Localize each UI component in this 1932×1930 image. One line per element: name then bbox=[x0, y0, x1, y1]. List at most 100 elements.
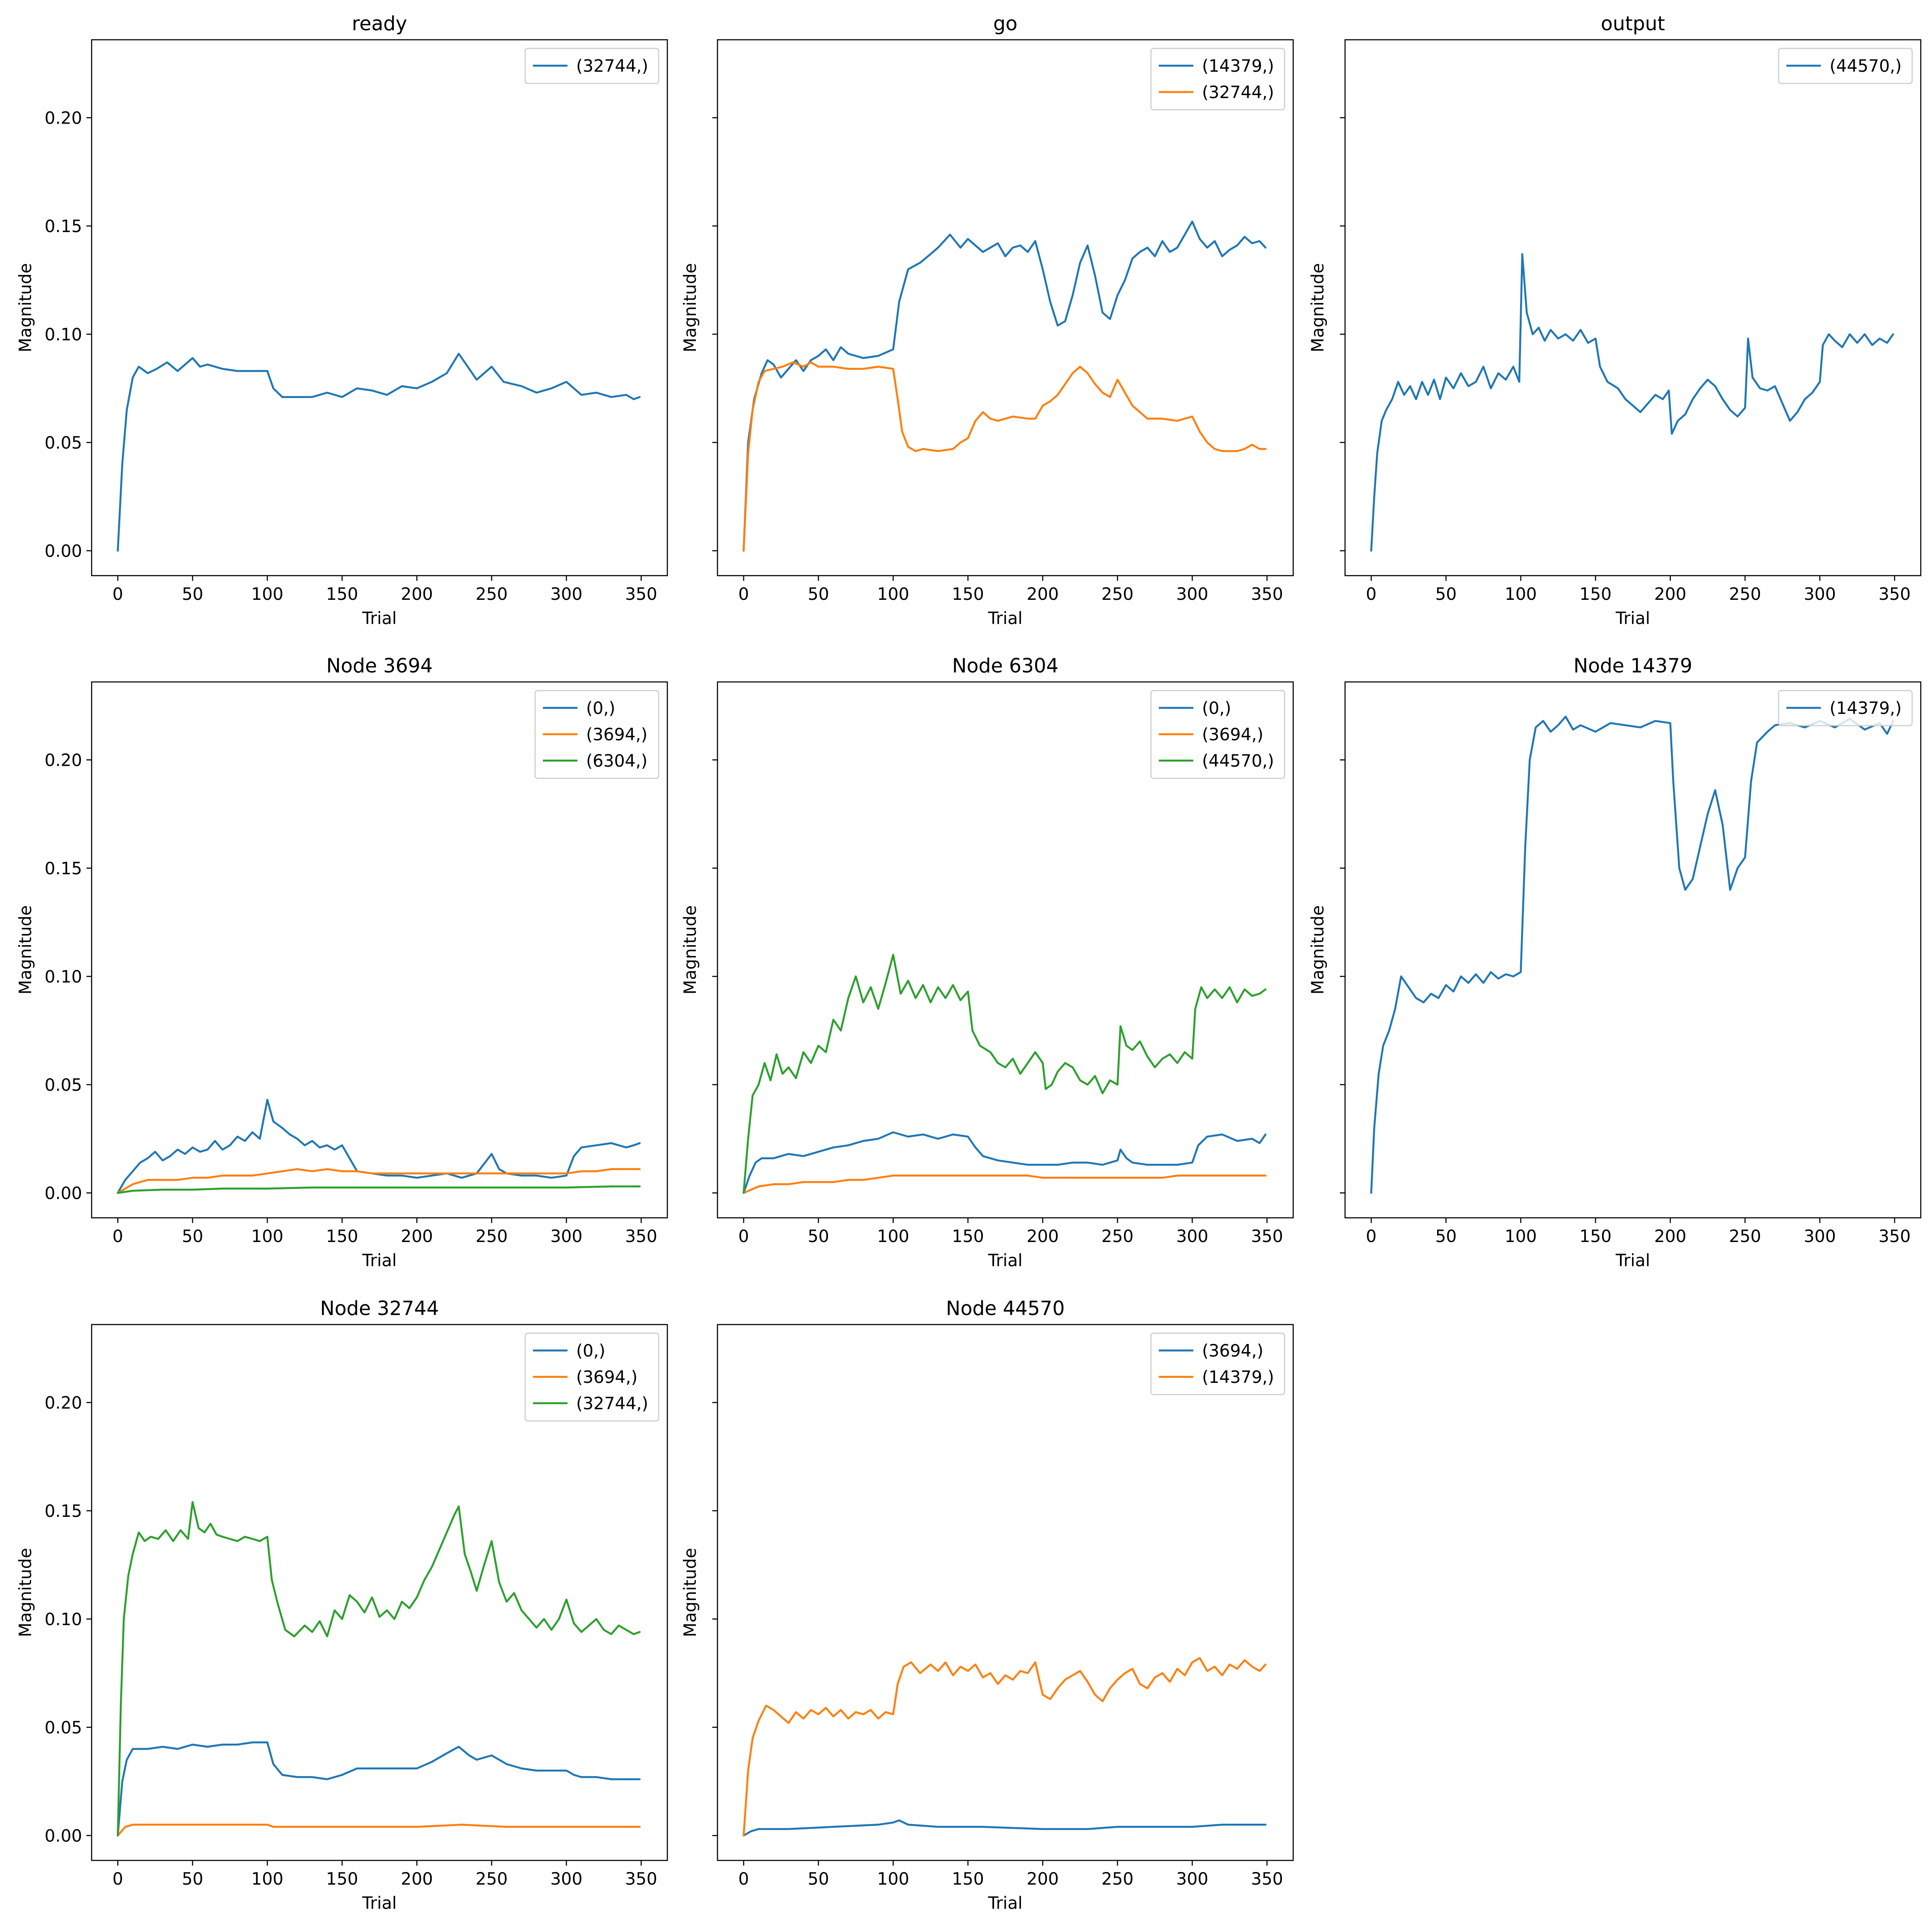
legend-frame bbox=[1150, 1332, 1285, 1395]
x-tick-label: 0 bbox=[1366, 1227, 1377, 1246]
x-axis-label: Trial bbox=[988, 1894, 1023, 1913]
x-tick-label: 50 bbox=[182, 585, 204, 604]
x-tick-label: 250 bbox=[1729, 1227, 1761, 1246]
axes-frame bbox=[91, 681, 668, 1219]
series-line-1 bbox=[117, 1824, 641, 1837]
subplot-title: Node 32744 bbox=[320, 1297, 439, 1320]
y-axis-label: Magnitude bbox=[16, 1548, 35, 1637]
series-line-1 bbox=[743, 1657, 1267, 1837]
x-tick-label: 0 bbox=[112, 585, 123, 604]
x-axis-label: Trial bbox=[1615, 1251, 1650, 1271]
x-tick-label: 250 bbox=[1101, 1869, 1133, 1889]
y-axis-label: Magnitude bbox=[1308, 905, 1328, 995]
x-tick-label: 350 bbox=[625, 1227, 657, 1246]
x-axis-label: Trial bbox=[362, 1251, 397, 1271]
x-tick-label: 150 bbox=[326, 585, 358, 604]
series-line-0 bbox=[117, 1741, 641, 1837]
x-tick-label: 150 bbox=[952, 1227, 984, 1246]
x-tick-label: 200 bbox=[401, 1227, 433, 1246]
x-tick-label: 100 bbox=[1505, 585, 1537, 604]
subplot-5: 0 50 100 150 200 250 300 350 Node 14379 Trial Magn… bbox=[1308, 654, 1922, 1271]
x-tick-label: 350 bbox=[1251, 1869, 1283, 1889]
subplot-1: 0 50 100 150 200 250 300 350 go Trial Magnitude (14… bbox=[681, 12, 1294, 628]
series-line-0 bbox=[743, 1819, 1267, 1837]
x-tick-label: 350 bbox=[1878, 585, 1910, 604]
subplot-title: ready bbox=[352, 12, 407, 35]
x-tick-label: 300 bbox=[1176, 585, 1208, 604]
legend-label: (44570,) bbox=[1830, 57, 1902, 76]
x-tick-label: 150 bbox=[326, 1869, 358, 1889]
legend: (14379,) (32744,) bbox=[1150, 48, 1285, 111]
subplot-2: 0 50 100 150 200 250 300 350 output Trial Magnitud… bbox=[1308, 12, 1922, 628]
y-tick-label: 0.00 bbox=[45, 541, 82, 561]
x-tick-label: 250 bbox=[1101, 585, 1133, 604]
x-tick-label: 200 bbox=[401, 585, 433, 604]
x-tick-label: 350 bbox=[1251, 585, 1283, 604]
legend-frame bbox=[1150, 690, 1285, 779]
legend: (0,) (3694,) (6304,) bbox=[534, 690, 660, 779]
x-tick-label: 50 bbox=[808, 1227, 829, 1246]
subplot-3: 0 50 100 150 200 250 300 350 0.00 0.05 0.10 0.15 0.2… bbox=[16, 654, 668, 1271]
y-tick-label: 0.15 bbox=[45, 859, 82, 879]
legend-label: (32744,) bbox=[576, 1394, 648, 1414]
x-tick-label: 300 bbox=[550, 585, 582, 604]
series-line-0 bbox=[117, 1099, 641, 1194]
legend-label: (32744,) bbox=[576, 57, 648, 76]
y-axis-label: Magnitude bbox=[1308, 263, 1328, 353]
x-tick-label: 250 bbox=[475, 1227, 507, 1246]
legend-frame bbox=[1150, 48, 1285, 111]
legend: (44570,) bbox=[1778, 48, 1913, 84]
x-tick-label: 300 bbox=[1176, 1227, 1208, 1246]
legend-label: (3694,) bbox=[586, 725, 647, 745]
subplot-6: 0 50 100 150 200 250 300 350 0.00 0.05 0.10 0.15 0.2… bbox=[16, 1297, 668, 1913]
subplot-7: 0 50 100 150 200 250 300 350 Node 44570 Trial Magn… bbox=[681, 1297, 1294, 1913]
series-line-2 bbox=[117, 1501, 641, 1837]
y-tick-label: 0.00 bbox=[45, 1826, 82, 1846]
y-axis-label: Magnitude bbox=[16, 905, 35, 995]
x-tick-label: 100 bbox=[877, 1869, 909, 1889]
x-tick-label: 300 bbox=[1804, 1227, 1836, 1246]
x-tick-label: 200 bbox=[1027, 1869, 1058, 1889]
legend-frame bbox=[524, 1332, 660, 1422]
y-axis-label: Magnitude bbox=[681, 1548, 700, 1637]
y-tick-label: 0.20 bbox=[45, 108, 82, 128]
y-axis-label: Magnitude bbox=[16, 263, 35, 353]
y-axis-label: Magnitude bbox=[681, 905, 700, 995]
x-axis-label: Trial bbox=[988, 1251, 1023, 1271]
x-tick-label: 100 bbox=[251, 1869, 283, 1889]
x-tick-label: 350 bbox=[1251, 1227, 1283, 1246]
x-tick-label: 50 bbox=[1435, 1227, 1457, 1246]
y-tick-label: 0.05 bbox=[45, 1076, 82, 1095]
x-tick-label: 200 bbox=[1027, 1227, 1058, 1246]
x-tick-label: 0 bbox=[738, 1869, 749, 1889]
subplot-4: 0 50 100 150 200 250 300 350 Node 6304 Trial Magni… bbox=[681, 654, 1294, 1271]
x-tick-label: 150 bbox=[952, 585, 984, 604]
x-tick-label: 150 bbox=[1579, 1227, 1611, 1246]
x-tick-label: 350 bbox=[1878, 1227, 1910, 1246]
x-tick-label: 100 bbox=[877, 585, 909, 604]
legend-label: (0,) bbox=[576, 1341, 606, 1361]
x-tick-label: 250 bbox=[475, 1869, 507, 1889]
x-tick-label: 0 bbox=[738, 1227, 749, 1246]
x-axis-label: Trial bbox=[362, 609, 397, 628]
x-axis-label: Trial bbox=[1615, 609, 1650, 628]
x-tick-label: 50 bbox=[808, 585, 829, 604]
x-tick-label: 250 bbox=[475, 585, 507, 604]
x-axis-label: Trial bbox=[988, 609, 1023, 628]
y-tick-label: 0.10 bbox=[45, 967, 82, 987]
axes-frame bbox=[1344, 39, 1922, 576]
legend-label: (0,) bbox=[1202, 699, 1231, 718]
x-tick-label: 0 bbox=[738, 585, 749, 604]
legend-label: (14379,) bbox=[1202, 1368, 1274, 1387]
y-tick-label: 0.10 bbox=[45, 325, 82, 344]
legend: (32744,) bbox=[524, 48, 660, 84]
legend-label: (14379,) bbox=[1202, 57, 1274, 76]
x-tick-label: 150 bbox=[1579, 585, 1611, 604]
series-line-0 bbox=[743, 220, 1267, 552]
series-line-2 bbox=[117, 1185, 641, 1194]
x-tick-label: 200 bbox=[401, 1869, 433, 1889]
x-tick-label: 300 bbox=[550, 1227, 582, 1246]
x-axis-label: Trial bbox=[362, 1894, 397, 1913]
series-line-0 bbox=[743, 1131, 1267, 1194]
